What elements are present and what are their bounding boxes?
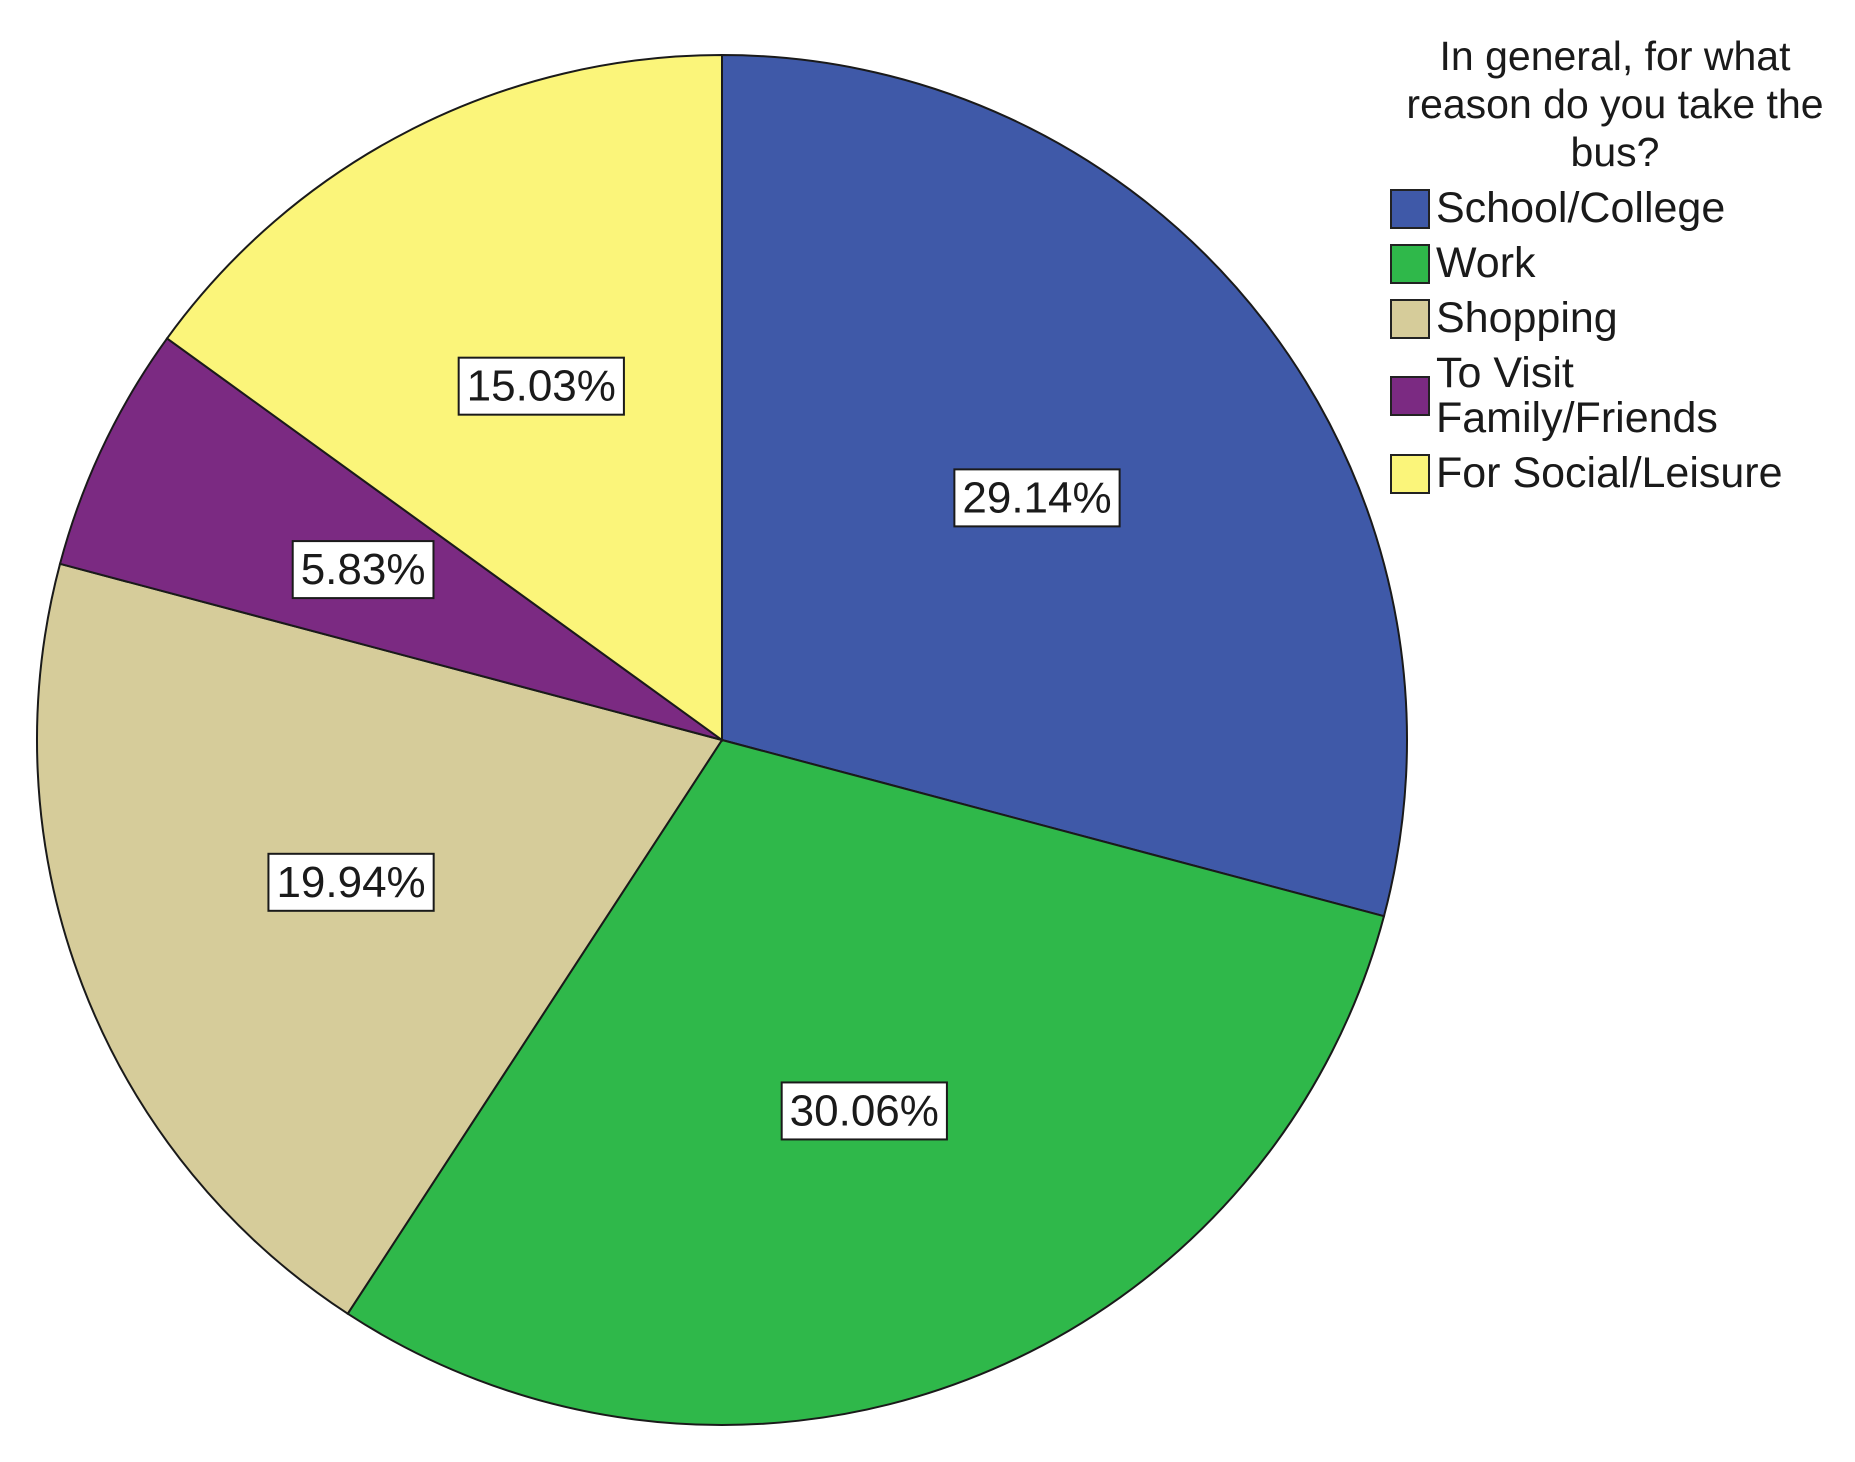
legend-swatch bbox=[1390, 453, 1430, 494]
legend: In general, for what reason do you take … bbox=[1390, 32, 1850, 506]
data-label-box bbox=[267, 852, 435, 912]
data-label-text: 15.03% bbox=[467, 362, 616, 411]
legend-swatch bbox=[1390, 376, 1430, 416]
legend-item-for-social-leisure: For Social/Leisure bbox=[1390, 451, 1850, 496]
data-label-box bbox=[291, 540, 435, 600]
data-label-school-college: 29.14% bbox=[953, 468, 1121, 528]
data-label-text: 5.83% bbox=[301, 545, 426, 594]
data-label-to-visit-family-friends: 5.83% bbox=[291, 540, 435, 600]
legend-swatch bbox=[1390, 243, 1430, 284]
data-label-box bbox=[953, 468, 1121, 528]
legend-label: To Visit Family/Friends bbox=[1436, 349, 1718, 442]
data-label-text: 29.14% bbox=[962, 473, 1111, 522]
legend-label: School/College bbox=[1436, 184, 1726, 232]
data-label-text: 30.06% bbox=[790, 1086, 939, 1135]
data-label-shopping: 19.94% bbox=[267, 852, 435, 912]
legend-label: For Social/Leisure bbox=[1436, 449, 1783, 497]
data-label-for-social-leisure: 15.03% bbox=[457, 356, 625, 416]
legend-label: Work bbox=[1436, 239, 1536, 287]
legend-title: In general, for what reason do you take … bbox=[1406, 33, 1824, 175]
data-label-text: 19.94% bbox=[276, 858, 425, 907]
pie-slice-shopping bbox=[36, 562, 724, 1316]
legend-label: Shopping bbox=[1436, 294, 1618, 342]
legend-item-to-visit-family-friends: To Visit Family/Friends bbox=[1390, 351, 1850, 441]
legend-item-work: Work bbox=[1390, 241, 1850, 286]
pie-slice-to-visit-family-friends bbox=[58, 337, 723, 741]
data-label-box bbox=[457, 356, 625, 416]
data-label-work: 30.06% bbox=[780, 1081, 948, 1141]
legend-swatch bbox=[1390, 298, 1430, 339]
legend-item-shopping: Shopping bbox=[1390, 296, 1850, 341]
pie-slice-for-social-leisure bbox=[165, 53, 723, 742]
legend-swatch bbox=[1390, 188, 1430, 229]
data-label-box bbox=[780, 1081, 948, 1141]
legend-items: School/College Work Shopping To Visit Famil… bbox=[1390, 186, 1850, 496]
legend-item-school-college: School/College bbox=[1390, 186, 1850, 231]
